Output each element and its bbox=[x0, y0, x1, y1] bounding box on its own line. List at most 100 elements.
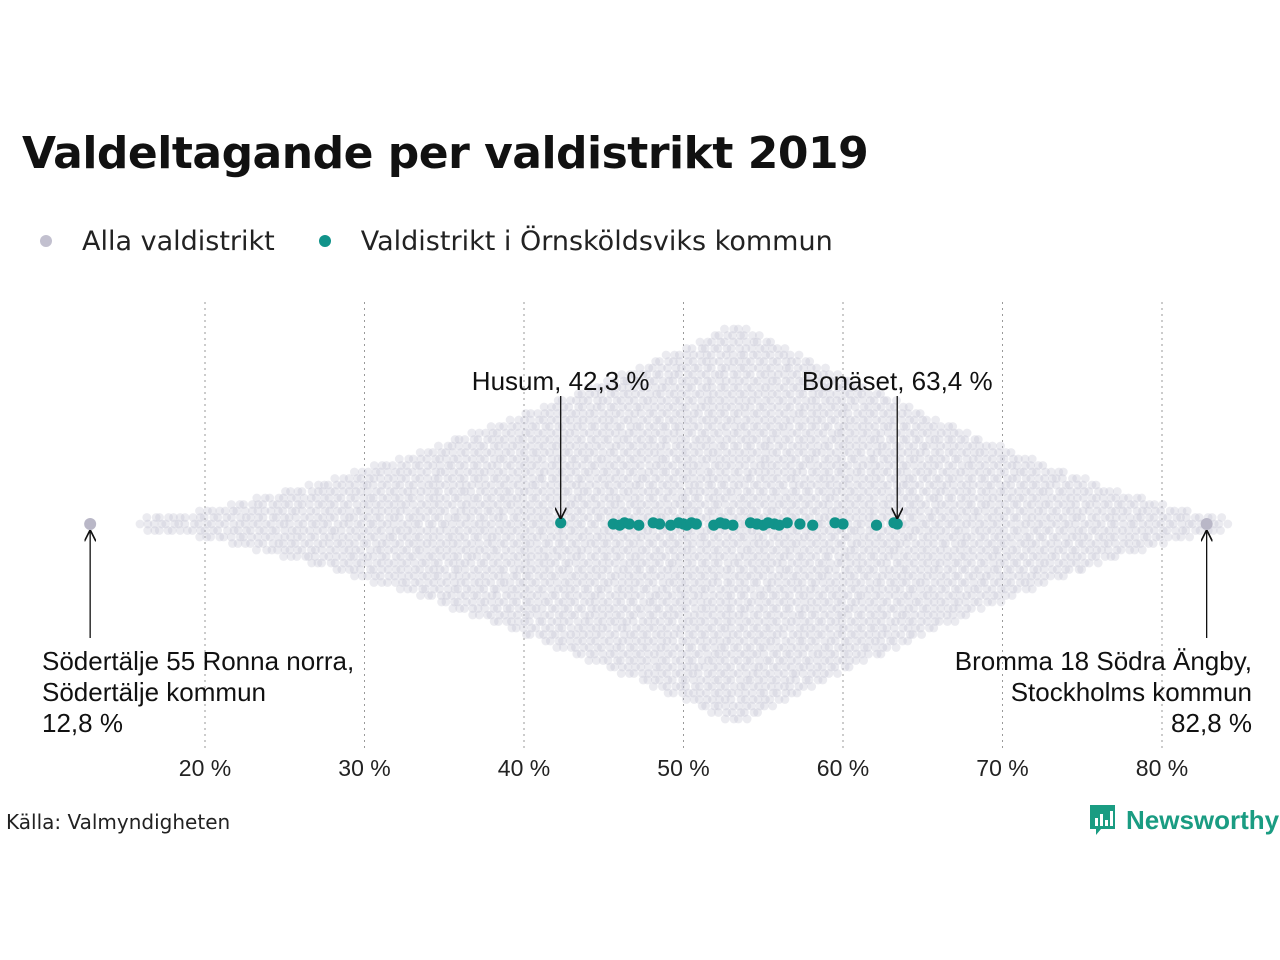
district-point bbox=[616, 441, 626, 451]
district-point bbox=[489, 474, 499, 483]
ornskoldsvik-point[interactable] bbox=[623, 518, 635, 530]
district-point bbox=[435, 565, 445, 574]
district-point bbox=[506, 506, 516, 516]
district-point bbox=[780, 695, 790, 704]
district-point bbox=[619, 558, 628, 568]
district-point bbox=[460, 558, 470, 568]
district-point bbox=[455, 532, 465, 542]
ornskoldsvik-point[interactable] bbox=[891, 518, 903, 530]
district-point bbox=[559, 617, 569, 626]
district-point bbox=[623, 474, 633, 483]
district-point bbox=[558, 597, 568, 607]
district-point bbox=[206, 519, 216, 529]
district-point bbox=[448, 500, 457, 509]
ornskoldsvik-point[interactable] bbox=[781, 517, 793, 529]
district-point bbox=[418, 584, 428, 594]
district-point bbox=[615, 493, 625, 503]
district-point bbox=[495, 422, 504, 431]
district-point bbox=[551, 441, 561, 451]
district-point bbox=[604, 610, 613, 620]
district-point bbox=[482, 532, 492, 542]
district-point bbox=[479, 584, 489, 594]
ornskoldsvik-point[interactable] bbox=[870, 519, 883, 531]
district-point bbox=[579, 487, 589, 496]
district-point bbox=[521, 428, 531, 438]
district-point bbox=[580, 610, 589, 620]
brand-logo[interactable]: Newsworthy bbox=[1088, 802, 1279, 838]
annotation-text: Bonäset, 63,4 % bbox=[802, 366, 993, 396]
district-point bbox=[435, 584, 444, 594]
ornskoldsvik-point[interactable] bbox=[794, 518, 806, 530]
district-point bbox=[286, 552, 296, 561]
district-point bbox=[597, 532, 607, 542]
district-point bbox=[352, 506, 362, 516]
district-point bbox=[539, 558, 549, 568]
district-point bbox=[508, 552, 518, 561]
district-point bbox=[372, 545, 382, 555]
district-point bbox=[271, 526, 281, 535]
district-point bbox=[474, 519, 484, 529]
district-point bbox=[599, 506, 609, 516]
district-point bbox=[411, 519, 420, 529]
district-point bbox=[833, 669, 842, 678]
district-point bbox=[587, 519, 596, 529]
district-point bbox=[539, 467, 549, 477]
district-point bbox=[518, 435, 528, 444]
district-point bbox=[610, 506, 620, 516]
district-point bbox=[552, 532, 562, 542]
x-tick-label: 80 % bbox=[1136, 755, 1188, 781]
district-point bbox=[625, 643, 635, 652]
district-point bbox=[1046, 571, 1055, 581]
district-point bbox=[473, 565, 483, 574]
district-point bbox=[593, 617, 603, 626]
district-point bbox=[505, 487, 515, 496]
district-point bbox=[299, 526, 309, 535]
district-point bbox=[429, 584, 439, 594]
district-point bbox=[494, 552, 504, 561]
district-point bbox=[592, 428, 602, 438]
district-point bbox=[461, 591, 470, 600]
district-point bbox=[467, 428, 477, 438]
district-point bbox=[463, 467, 472, 477]
district-point bbox=[433, 571, 443, 581]
ornskoldsvik-point[interactable] bbox=[633, 519, 645, 531]
district-point bbox=[376, 474, 385, 483]
district-point bbox=[566, 526, 576, 535]
ornskoldsvik-point[interactable] bbox=[727, 519, 739, 531]
district-point bbox=[339, 558, 349, 568]
district-point bbox=[669, 688, 678, 698]
ornskoldsvik-point[interactable] bbox=[837, 518, 849, 530]
district-point bbox=[574, 623, 583, 633]
district-point bbox=[554, 597, 564, 607]
district-point bbox=[487, 532, 497, 542]
district-point bbox=[540, 519, 550, 529]
district-point bbox=[483, 610, 492, 620]
district-point bbox=[229, 526, 239, 535]
district-point bbox=[377, 506, 387, 516]
ornskoldsvik-point[interactable] bbox=[555, 517, 567, 529]
ornskoldsvik-point[interactable] bbox=[807, 519, 819, 531]
district-point bbox=[377, 480, 387, 490]
district-point bbox=[564, 435, 574, 444]
ornskoldsvik-point[interactable] bbox=[690, 518, 702, 530]
district-point bbox=[466, 487, 476, 496]
district-point bbox=[590, 493, 600, 503]
district-point bbox=[278, 539, 288, 548]
district-point bbox=[470, 532, 479, 542]
district-point bbox=[241, 513, 251, 522]
district-point bbox=[450, 493, 460, 503]
district-point bbox=[591, 480, 601, 490]
district-point bbox=[428, 552, 437, 561]
district-point bbox=[442, 571, 452, 581]
district-point bbox=[395, 539, 405, 548]
district-point bbox=[450, 565, 460, 574]
district-point bbox=[605, 630, 615, 639]
district-point bbox=[612, 454, 621, 464]
district-point bbox=[519, 474, 529, 483]
district-point bbox=[597, 604, 607, 613]
district-point bbox=[390, 545, 399, 555]
district-point bbox=[459, 474, 469, 483]
district-point bbox=[508, 441, 517, 451]
ornskoldsvik-point[interactable] bbox=[654, 518, 666, 530]
district-point bbox=[587, 461, 596, 470]
